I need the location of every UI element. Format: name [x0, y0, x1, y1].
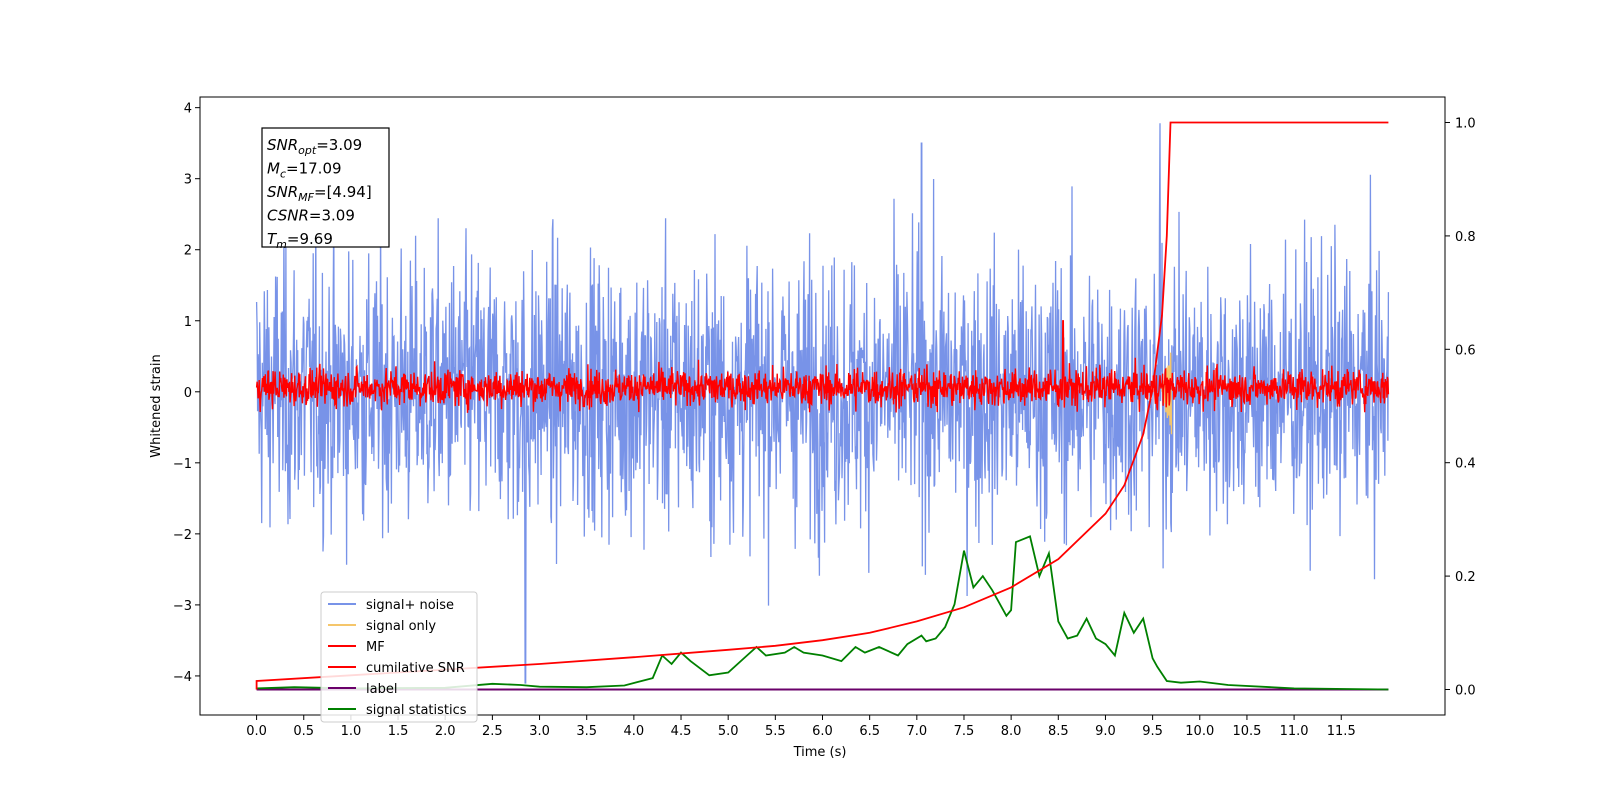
x-tick-label: 8.5: [1048, 724, 1069, 739]
x-tick-label: 2.0: [435, 724, 456, 739]
y2-tick-label: 0.8: [1455, 230, 1476, 245]
y2-tick-label: 0.0: [1455, 683, 1476, 698]
x-tick-label: 2.5: [482, 724, 503, 739]
x-tick-label: 11.5: [1327, 724, 1356, 739]
stats-line-label: T: [267, 230, 278, 248]
y-tick-label: −1: [173, 457, 192, 472]
stats-line-value: =17.09: [286, 160, 342, 178]
legend-label: MF: [366, 640, 385, 655]
x-tick-label: 10.0: [1185, 724, 1214, 739]
stats-line-label: M: [267, 160, 280, 178]
y-tick-label: 4: [184, 102, 192, 117]
y-tick-label: −2: [173, 528, 192, 543]
y-tick-label: −4: [173, 670, 192, 685]
y2-tick-label: 0.2: [1455, 570, 1476, 585]
legend: signal+ noise signal only MF cumilative SNR…: [320, 591, 478, 723]
x-axis: 0.0 0.5 1.0 1.5 2.0 2.5 3.0 3.5 4.0 4.5 5.0 5.5 6.0 6…: [246, 715, 1356, 739]
legend-label: cumilative SNR: [366, 661, 465, 676]
x-tick-label: 9.5: [1142, 724, 1163, 739]
y-axis-right: 0.0 0.2 0.4 0.6 0.8 1.0: [1445, 117, 1476, 698]
stats-line-value: =3.09: [309, 207, 355, 225]
y2-tick-label: 1.0: [1455, 117, 1476, 132]
x-tick-label: 5.0: [718, 724, 739, 739]
x-tick-label: 6.0: [812, 724, 833, 739]
x-tick-label: 0.5: [293, 724, 314, 739]
stats-line-value: =9.69: [287, 230, 333, 248]
stats-line-subscript: m: [276, 238, 287, 251]
stats-line-label: CSNR: [267, 207, 309, 225]
x-tick-label: 1.5: [388, 724, 409, 739]
y-axis-left: −4 −3 −2 −1 0 1 2 3 4: [173, 102, 200, 685]
legend-label: label: [366, 682, 397, 697]
x-tick-label: 8.0: [1001, 724, 1022, 739]
x-tick-label: 6.5: [859, 724, 880, 739]
x-tick-label: 7.5: [954, 724, 975, 739]
stats-box: SNRopt=3.09Mc=17.09SNRMF=[4.94]CSNR=3.09…: [261, 127, 390, 251]
x-tick-label: 7.0: [906, 724, 927, 739]
x-tick-label: 1.0: [341, 724, 362, 739]
stats-line-label: SNR: [267, 183, 298, 201]
x-tick-label: 0.0: [246, 724, 267, 739]
stats-line: SNRopt=3.09: [267, 136, 362, 157]
y-tick-label: 0: [184, 386, 192, 401]
x-axis-label: Time (s): [793, 745, 847, 760]
legend-frame: [320, 591, 478, 723]
stats-line-label: SNR: [267, 136, 298, 154]
y-tick-label: 3: [184, 173, 192, 188]
legend-label: signal only: [366, 619, 436, 634]
stats-line: Tm=9.69: [267, 230, 333, 251]
stats-line: Mc=17.09: [267, 160, 342, 181]
y-tick-label: 1: [184, 315, 192, 330]
series-signal-statistics: [256, 535, 1389, 691]
y-axis-label: Whitened strain: [149, 354, 164, 457]
series-cumulative-snr: [255, 121, 1389, 690]
x-tick-label: 4.0: [624, 724, 645, 739]
stats-line-value: =3.09: [316, 136, 362, 154]
y-tick-label: 2: [184, 244, 192, 259]
stats-line: SNRMF=[4.94]: [267, 183, 372, 204]
series-mf: [255, 320, 1390, 413]
x-tick-label: 10.5: [1232, 724, 1261, 739]
y2-tick-label: 0.4: [1455, 457, 1476, 472]
x-tick-label: 5.5: [765, 724, 786, 739]
x-tick-label: 11.0: [1280, 724, 1309, 739]
x-tick-label: 3.5: [576, 724, 597, 739]
y2-tick-label: 0.6: [1455, 343, 1476, 358]
legend-label: signal+ noise: [366, 598, 454, 613]
stats-line: CSNR=3.09: [267, 207, 355, 225]
stats-line-subscript: c: [280, 168, 286, 181]
stats-line-value: =[4.94]: [314, 183, 372, 201]
legend-label: signal statistics: [366, 703, 467, 718]
x-tick-label: 9.0: [1095, 724, 1116, 739]
stats-box-frame: [261, 127, 390, 248]
x-tick-label: 4.5: [671, 724, 692, 739]
stats-line-subscript: opt: [298, 144, 317, 157]
x-tick-label: 3.0: [529, 724, 550, 739]
y-tick-label: −3: [173, 599, 192, 614]
stats-line-subscript: MF: [298, 191, 314, 204]
